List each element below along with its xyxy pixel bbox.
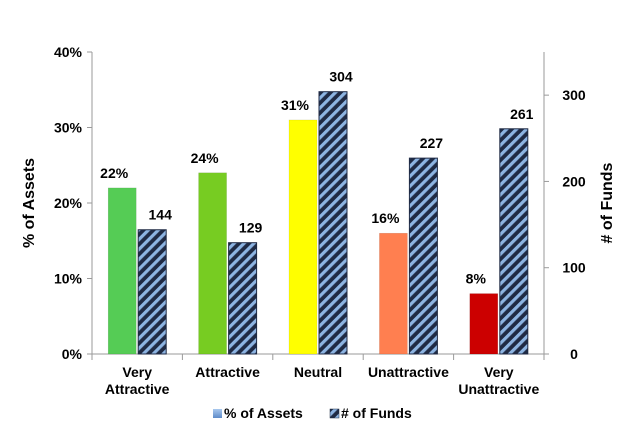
- data-label-assets: 24%: [191, 150, 220, 166]
- x-tick-label: Neutral: [294, 364, 342, 380]
- legend-label-assets: % of Assets: [224, 405, 303, 421]
- bar-funds: [499, 128, 529, 355]
- legend-swatch-assets: [213, 409, 222, 418]
- plot-area: 0% 10% 20% 30% 40% 0 100 200 300 % of Assets # of …: [21, 44, 616, 397]
- data-label-assets: 22%: [100, 165, 129, 181]
- bar-assets: [107, 187, 137, 355]
- y-tick-right-label: 300: [562, 87, 586, 103]
- bar-assets: [198, 172, 227, 355]
- y-tick-left-label: 20%: [54, 195, 83, 211]
- bar-assets: [379, 232, 408, 355]
- bar-assets: [288, 119, 318, 355]
- bar-funds: [137, 229, 167, 355]
- legend-label-funds: # of Funds: [341, 405, 412, 421]
- y-tick-left-label: 10%: [54, 271, 83, 287]
- x-tick-label: Very: [122, 364, 152, 380]
- data-label-funds: 227: [420, 135, 444, 151]
- y-tick-right-label: 100: [562, 260, 586, 276]
- bar-funds: [408, 157, 438, 355]
- x-tick-label: Unattractive: [368, 364, 449, 380]
- data-label-funds: 261: [510, 106, 534, 122]
- data-label-funds: 144: [149, 207, 173, 223]
- x-tick-label: Attractive: [195, 364, 260, 380]
- data-label-funds: 129: [239, 220, 263, 236]
- bar-funds: [318, 91, 348, 355]
- legend: % of Assets # of Funds: [213, 405, 412, 421]
- x-tick-label: Very: [484, 364, 514, 380]
- x-tick-label: Attractive: [105, 381, 170, 397]
- data-label-assets: 8%: [466, 271, 487, 287]
- legend-swatch-funds: [329, 408, 340, 419]
- data-label-assets: 16%: [371, 210, 400, 226]
- y-tick-left-label: 30%: [54, 120, 83, 136]
- y-axis-title-left: % of Assets: [21, 158, 38, 248]
- x-tick-label: Unattractive: [458, 381, 539, 397]
- y-tick-left-label: 40%: [54, 44, 83, 60]
- y-axis-title-right: # of Funds: [599, 162, 616, 243]
- bar-assets: [469, 293, 499, 355]
- y-tick-left-label: 0%: [62, 346, 83, 362]
- data-label-funds: 304: [329, 69, 353, 85]
- data-label-assets: 31%: [281, 97, 310, 113]
- bar-funds: [228, 242, 258, 355]
- y-tick-right-label: 0: [570, 346, 578, 362]
- y-tick-right-label: 200: [562, 173, 586, 189]
